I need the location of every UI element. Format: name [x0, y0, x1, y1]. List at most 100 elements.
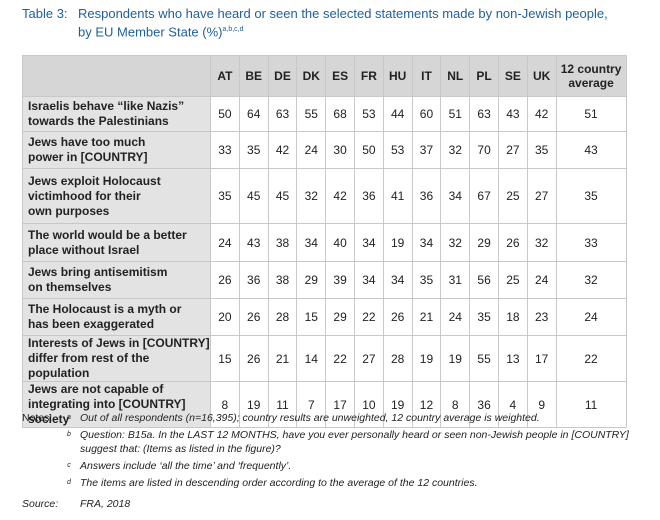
value-cell: 35	[526, 131, 557, 169]
value-cell: 24	[440, 298, 471, 336]
row-label-line: differ from rest of the population	[28, 351, 150, 380]
value-cell: 33	[555, 223, 627, 262]
value-cell: 29	[325, 298, 355, 336]
header-cell: NL	[440, 55, 471, 97]
value-cell: 42	[267, 131, 298, 169]
value-cell: 27	[497, 131, 528, 169]
row-label: Jews bring antisemitism on themselves	[22, 261, 211, 299]
row-label: Interests of Jews in [COUNTRY] differ fro…	[22, 335, 211, 382]
value-cell: 43	[238, 223, 269, 262]
table-row: Jews bring antisemitism on themselves 26 36…	[22, 261, 627, 299]
value-cell: 21	[267, 335, 298, 382]
value-cell: 32	[555, 261, 627, 299]
row-label-line: Interests of Jews in [COUNTRY]	[28, 336, 210, 350]
data-table: AT BE DE DK ES FR HU IT NL PL SE UK 12 country avera…	[22, 55, 627, 428]
value-cell: 14	[296, 335, 327, 382]
row-label-line: power in [COUNTRY]	[28, 150, 148, 164]
value-cell: 60	[411, 96, 442, 132]
notes-indent	[22, 459, 58, 473]
header-cell: AT	[210, 55, 240, 97]
table-row: The Holocaust is a myth or has been exagg…	[22, 298, 627, 336]
note-text: Out of all respondents (n=16,395); count…	[80, 412, 540, 424]
value-cell: 13	[497, 335, 528, 382]
value-cell: 26	[210, 261, 240, 299]
value-cell: 9	[526, 381, 557, 428]
value-cell: 4	[497, 381, 528, 428]
value-cell: 63	[469, 96, 499, 132]
header-cell: UK	[526, 55, 557, 97]
table-row: Jews are not capable of integrating into …	[22, 381, 627, 428]
value-cell: 17	[526, 335, 557, 382]
row-label: Jews exploit Holocaust victimhood for the…	[22, 168, 211, 224]
row-label-line: Israelis behave “like Nazis”	[28, 99, 185, 113]
value-cell: 19	[238, 381, 269, 428]
header-cell: 12 country average	[555, 55, 627, 97]
notes-indent	[22, 476, 58, 490]
value-cell: 19	[382, 223, 413, 262]
value-cell: 24	[526, 261, 557, 299]
value-cell: 43	[555, 131, 627, 169]
value-cell: 26	[382, 298, 413, 336]
value-cell: 35	[210, 168, 240, 224]
value-cell: 30	[325, 131, 355, 169]
value-cell: 35	[411, 261, 442, 299]
value-cell: 26	[497, 223, 528, 262]
value-cell: 63	[267, 96, 298, 132]
value-cell: 34	[296, 223, 327, 262]
note-text: The items are listed in descending order…	[80, 477, 478, 489]
value-cell: 31	[440, 261, 471, 299]
value-cell: 25	[497, 168, 528, 224]
value-cell: 55	[296, 96, 327, 132]
value-cell: 28	[382, 335, 413, 382]
caption: Table 3: Respondents who have heard or se…	[22, 6, 642, 40]
note-text: Question: B15a. In the LAST 12 MONTHS, h…	[80, 429, 629, 455]
value-cell: 21	[411, 298, 442, 336]
notes-indent	[22, 428, 58, 456]
value-cell: 41	[382, 168, 413, 224]
notes: Notes: a Out of all respondents (n=16,395)…	[22, 411, 642, 493]
header-row: AT BE DE DK ES FR HU IT NL PL SE UK 12 country avera…	[22, 55, 627, 97]
value-cell: 20	[210, 298, 240, 336]
value-cell: 22	[555, 335, 627, 382]
value-cell: 11	[555, 381, 627, 428]
row-label: The world would be a better place without…	[22, 223, 211, 262]
source-label: Source:	[22, 498, 59, 510]
caption-superscript: a,b,c,d	[222, 26, 244, 33]
value-cell: 70	[469, 131, 499, 169]
table-body: Israelis behave “like Nazis” towards the …	[22, 96, 627, 428]
value-cell: 35	[238, 131, 269, 169]
row-label-line: on themselves	[28, 280, 112, 294]
value-cell: 38	[267, 223, 298, 262]
value-cell: 51	[555, 96, 627, 132]
caption-line: Respondents who have heard or seen the s…	[78, 6, 608, 22]
value-cell: 29	[296, 261, 327, 299]
value-cell: 55	[469, 335, 499, 382]
row-label-line: Jews have too much	[28, 135, 146, 149]
value-cell: 22	[353, 298, 384, 336]
header-cell: IT	[411, 55, 442, 97]
caption-text: Respondents who have heard or seen the s…	[78, 6, 608, 40]
table-row: The world would be a better place without…	[22, 223, 627, 262]
value-cell: 24	[555, 298, 627, 336]
value-cell: 22	[325, 335, 355, 382]
value-cell: 34	[353, 223, 384, 262]
row-label-line: Jews exploit Holocaust	[28, 173, 161, 188]
value-cell: 18	[497, 298, 528, 336]
value-cell: 34	[353, 261, 384, 299]
value-cell: 37	[411, 131, 442, 169]
value-cell: 19	[411, 335, 442, 382]
value-cell: 36	[469, 381, 499, 428]
value-cell: 34	[411, 223, 442, 262]
value-cell: 34	[382, 261, 413, 299]
value-cell: 28	[267, 298, 298, 336]
value-cell: 27	[353, 335, 384, 382]
value-cell: 36	[411, 168, 442, 224]
value-cell: 19	[440, 335, 471, 382]
row-label-line: own purposes	[28, 203, 110, 218]
value-cell: 36	[353, 168, 384, 224]
row-label: Jews have too much power in [COUNTRY]	[22, 131, 211, 169]
header-cell: PL	[469, 55, 499, 97]
value-cell: 26	[238, 298, 269, 336]
value-cell: 39	[325, 261, 355, 299]
value-cell: 24	[210, 223, 240, 262]
